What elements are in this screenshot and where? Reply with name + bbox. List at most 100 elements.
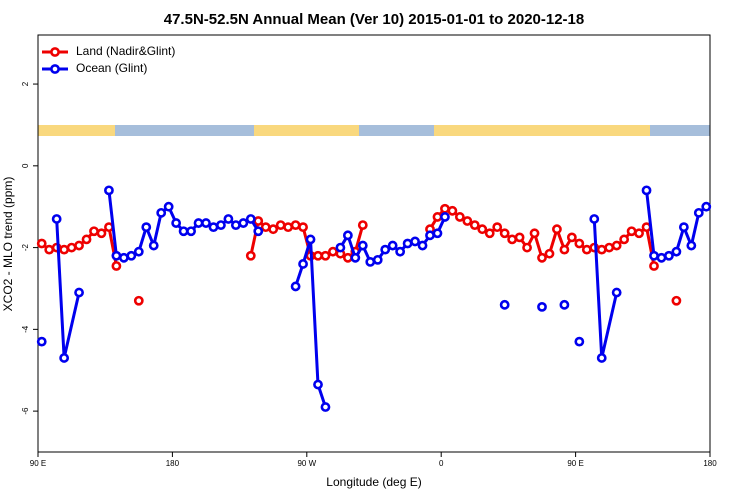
legend-label: Ocean (Glint) — [76, 61, 147, 75]
data-point — [238, 218, 249, 228]
data-point — [148, 240, 159, 251]
data-point — [596, 353, 607, 363]
legend-marker — [50, 64, 60, 74]
data-point — [245, 250, 256, 261]
data-point — [440, 212, 450, 222]
data-point — [260, 222, 271, 233]
data-point — [432, 212, 443, 222]
data-point — [178, 226, 189, 237]
data-point — [492, 222, 503, 233]
data-point — [656, 252, 667, 263]
data-point — [626, 226, 637, 237]
data-point — [559, 244, 570, 255]
data-point — [410, 236, 420, 247]
data-point — [432, 228, 443, 239]
data-point — [342, 230, 353, 241]
data-point — [350, 252, 361, 263]
data-point — [581, 244, 592, 255]
data-point — [118, 252, 129, 263]
data-point — [537, 252, 547, 263]
data-point — [320, 250, 331, 261]
data-point — [328, 246, 338, 257]
data-point — [74, 287, 84, 298]
data-point — [693, 207, 704, 218]
data-point — [283, 222, 294, 233]
x-tick-label: 180 — [703, 459, 717, 468]
data-point — [223, 214, 234, 224]
y-tick-label: -4 — [21, 325, 30, 333]
data-point — [619, 234, 630, 245]
data-point — [66, 242, 77, 253]
data-point — [678, 222, 689, 233]
data-point — [440, 203, 450, 214]
data-point — [357, 220, 368, 231]
chart-title: 47.5N-52.5N Annual Mean (Ver 10) 2015-01… — [164, 11, 584, 28]
data-point — [380, 244, 391, 255]
y-tick-label: 0 — [21, 163, 30, 168]
data-point — [245, 214, 256, 224]
data-point — [186, 226, 196, 237]
x-tick-label: 90 E — [567, 459, 583, 468]
data-point — [230, 220, 241, 231]
legend: Land (Nadir&Glint) Ocean (Glint) — [42, 44, 175, 75]
data-point — [36, 336, 47, 347]
y-tick-label: 2 — [21, 81, 30, 86]
data-point — [387, 240, 398, 251]
data-point — [156, 207, 167, 218]
legend-label: Land (Nadir&Glint) — [76, 44, 175, 58]
data-point — [484, 228, 495, 239]
data-point — [499, 228, 510, 239]
data-point — [529, 228, 540, 239]
data-point — [522, 242, 532, 253]
data-point — [290, 220, 301, 231]
data-point — [664, 250, 674, 261]
data-point — [74, 240, 84, 251]
y-tick-label: -6 — [21, 407, 30, 415]
data-point — [611, 240, 622, 251]
data-point — [701, 201, 712, 212]
data-point — [499, 299, 510, 310]
data-point — [552, 224, 562, 235]
y-axis-label: XCO2 - MLO trend (ppm) — [1, 177, 15, 312]
x-tick-label: 90 W — [297, 459, 316, 468]
data-point — [649, 250, 659, 261]
data-point — [357, 240, 368, 251]
data-point — [544, 248, 555, 259]
data-point — [305, 234, 316, 245]
data-point — [193, 218, 204, 228]
data-point — [104, 185, 114, 196]
data-point — [686, 240, 697, 251]
data-point — [335, 242, 346, 253]
data-point — [634, 228, 644, 239]
data-point — [566, 232, 577, 243]
data-point — [111, 250, 122, 261]
x-tick-label: 180 — [166, 459, 180, 468]
data-point — [649, 261, 659, 271]
data-point — [216, 220, 226, 231]
data-point — [59, 353, 70, 363]
data-point — [253, 226, 264, 237]
data-point — [59, 244, 70, 255]
data-point — [133, 246, 144, 257]
data-point — [36, 238, 47, 249]
data-point — [417, 240, 428, 251]
data-point — [611, 287, 622, 298]
data-point — [589, 214, 600, 224]
data-point — [454, 212, 465, 222]
data-point — [641, 185, 652, 196]
data-point — [671, 295, 682, 306]
data-point — [313, 250, 323, 261]
data-point — [290, 281, 301, 292]
data-point — [133, 295, 144, 306]
legend-marker — [50, 47, 60, 57]
x-axis-label: Longitude (deg E) — [326, 475, 421, 489]
x-tick-label: 90 E — [30, 459, 46, 468]
data-point — [268, 224, 279, 235]
land-ocean-strip — [38, 125, 710, 136]
data-point — [275, 220, 286, 231]
data-point — [51, 214, 62, 224]
data-point — [372, 254, 383, 265]
data-point — [163, 201, 174, 212]
data-point — [395, 246, 406, 257]
data-point — [477, 224, 488, 235]
